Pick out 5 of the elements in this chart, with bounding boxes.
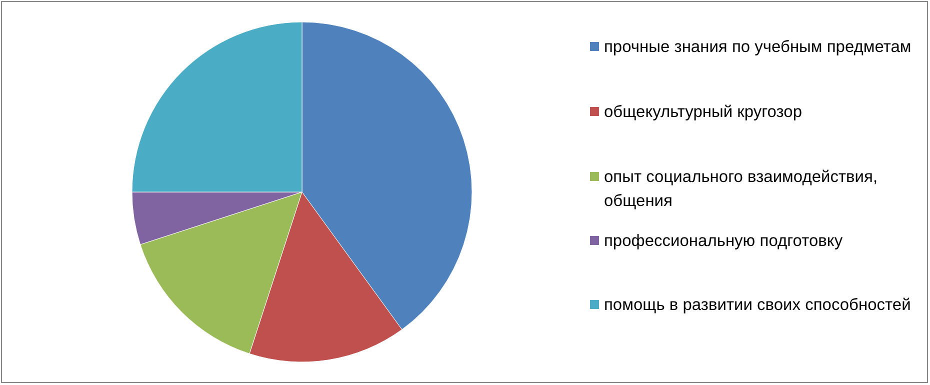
legend-label: опыт социального взаимодействия, общения bbox=[604, 168, 878, 210]
legend-label: общекультурный кругозор bbox=[604, 103, 802, 121]
legend-label: профессиональную подготовку bbox=[604, 232, 844, 250]
legend-label: прочные знания по учебным предметам bbox=[604, 38, 912, 56]
legend-label: помощь в развитии своих способностей bbox=[604, 296, 911, 314]
